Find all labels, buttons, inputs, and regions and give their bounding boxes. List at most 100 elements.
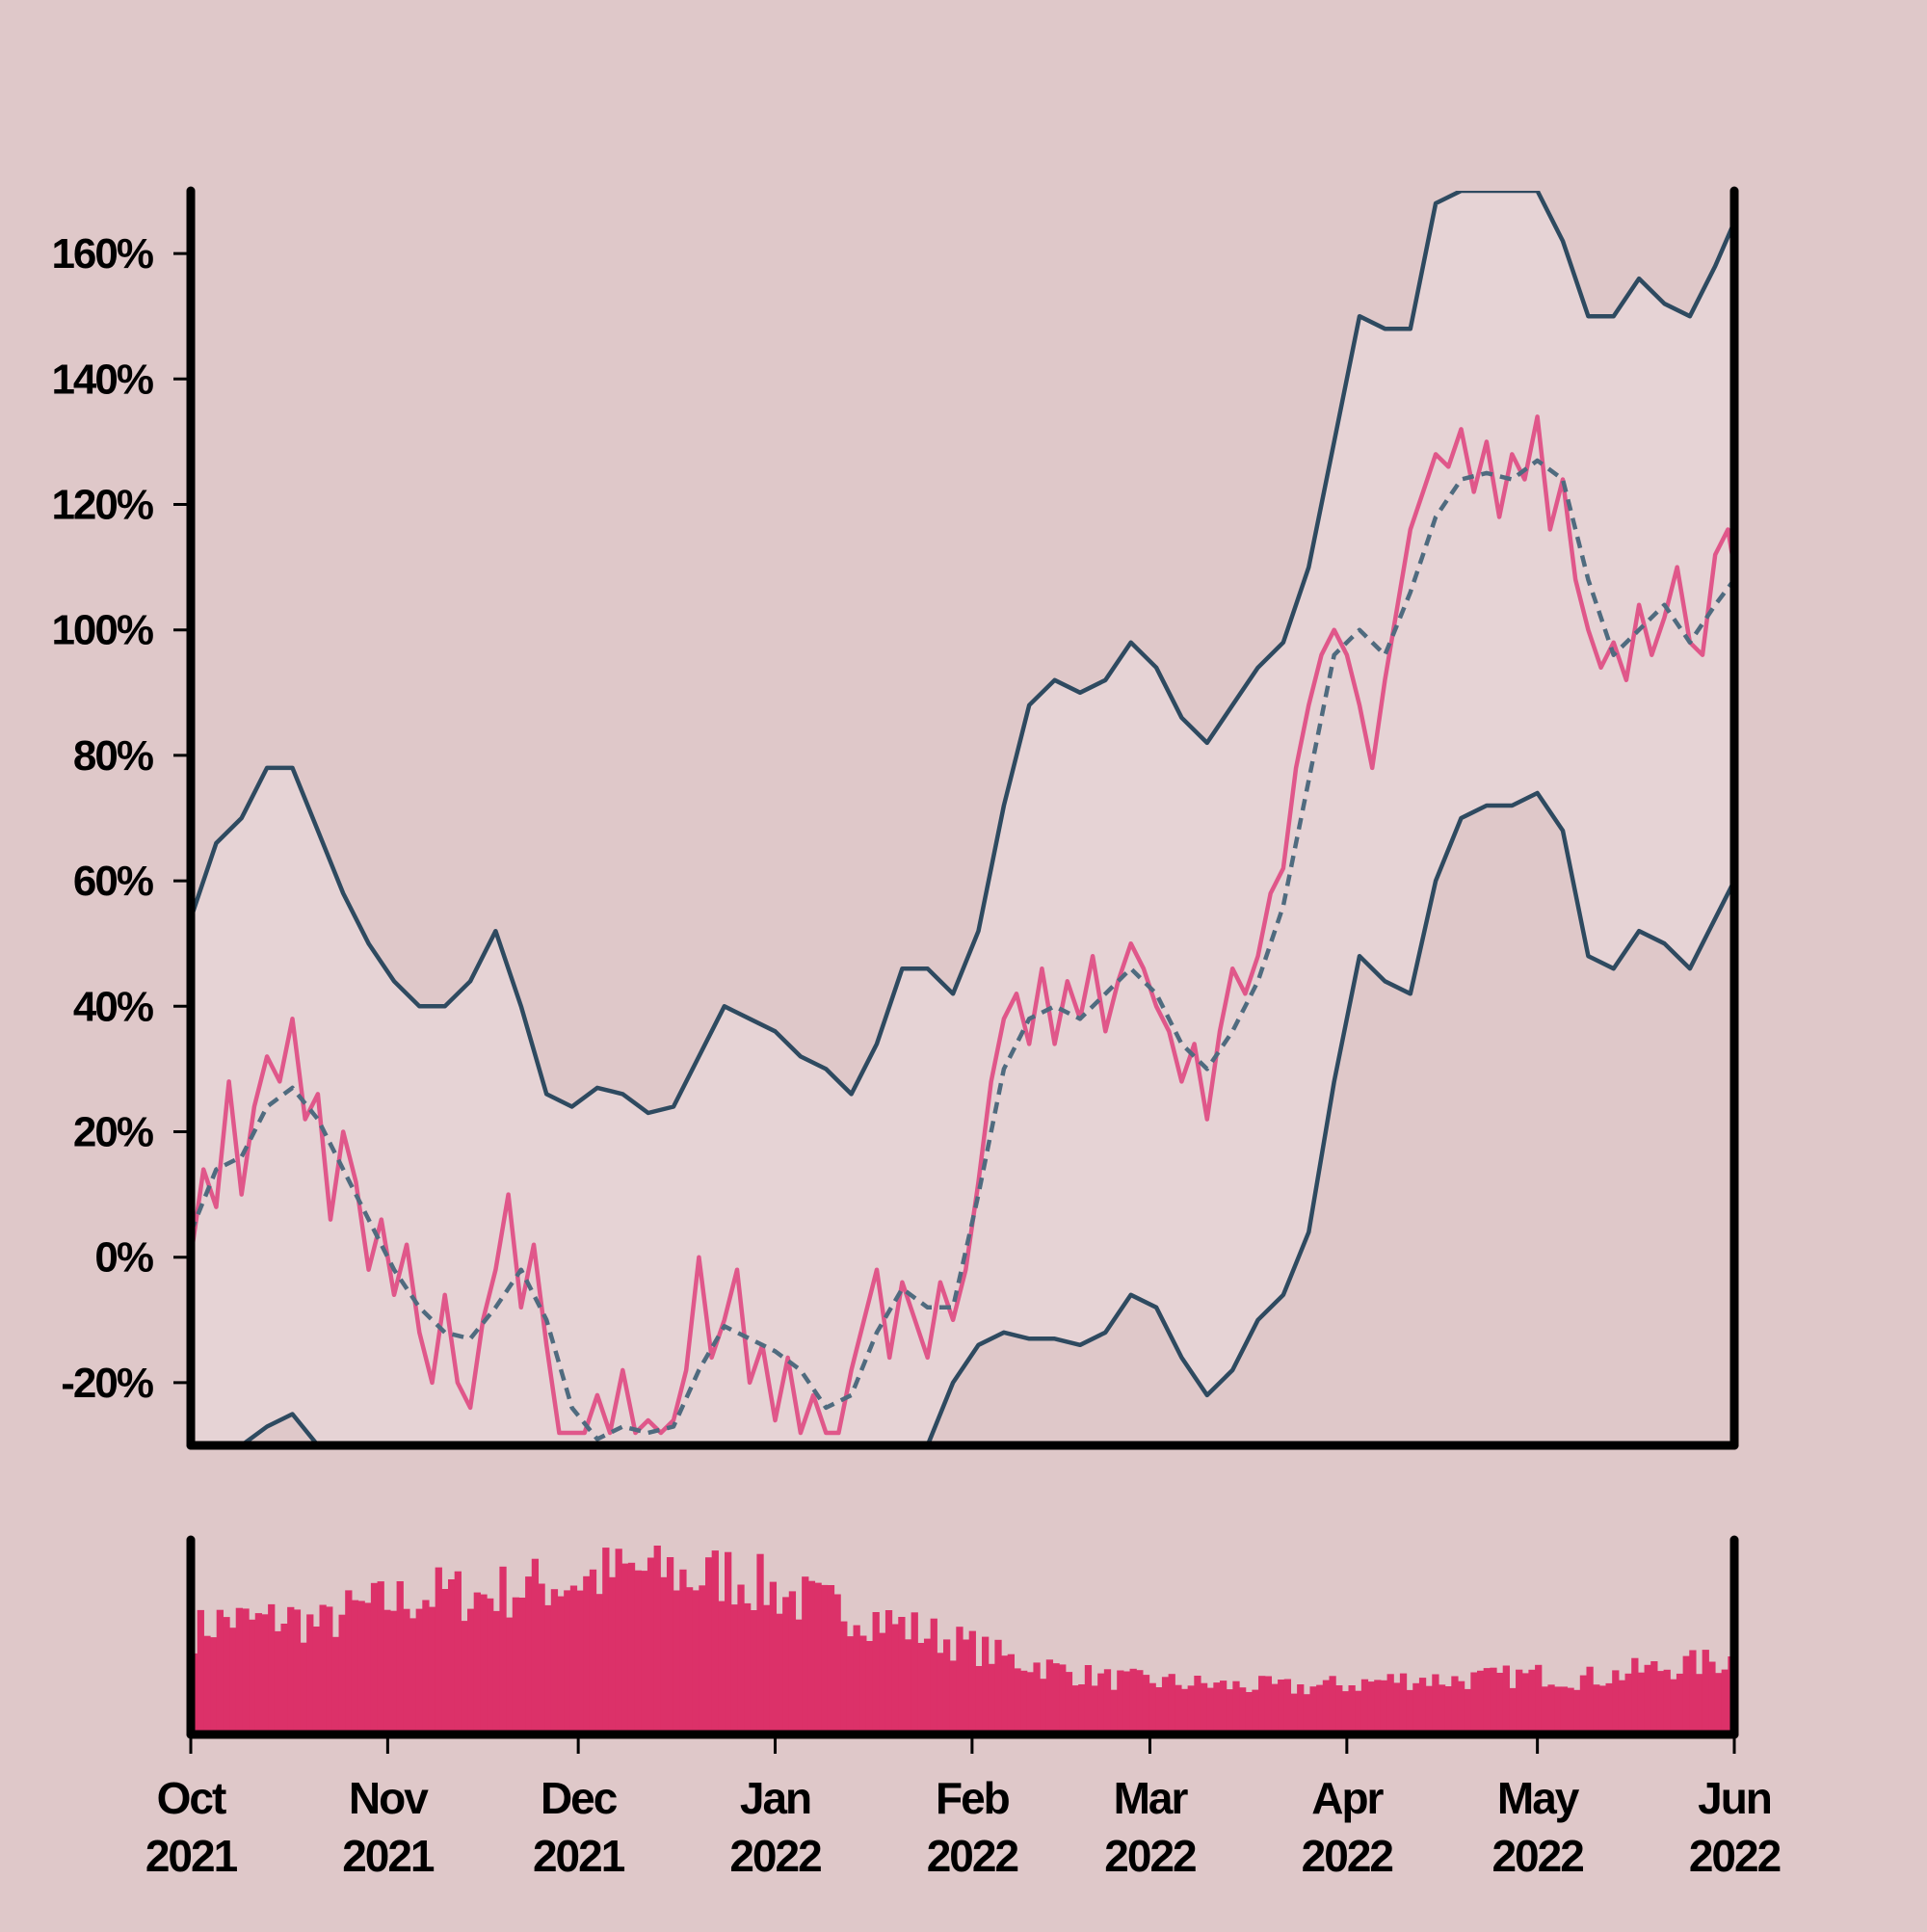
volume-bar bbox=[994, 1639, 1002, 1734]
volume-bar bbox=[859, 1635, 867, 1734]
x-tick-month: Feb bbox=[936, 1773, 1010, 1823]
volume-bar bbox=[377, 1581, 384, 1734]
volume-bar bbox=[1521, 1673, 1529, 1734]
volume-bar bbox=[1052, 1663, 1060, 1734]
volume-bar bbox=[1264, 1676, 1272, 1734]
x-tick-label: May 2022 bbox=[1491, 1773, 1583, 1881]
x-tick-month: May bbox=[1497, 1773, 1580, 1823]
volume-bar bbox=[968, 1630, 976, 1734]
moving-average-line bbox=[191, 458, 1734, 1442]
volume-bar bbox=[1554, 1686, 1562, 1734]
volume-bar bbox=[254, 1613, 263, 1734]
volume-bar bbox=[1232, 1681, 1240, 1734]
volume-bar bbox=[216, 1609, 224, 1734]
volume-bar bbox=[1329, 1676, 1336, 1734]
volume-bar bbox=[1014, 1668, 1021, 1734]
volume-bar bbox=[1303, 1694, 1311, 1734]
volume-bar bbox=[1496, 1673, 1504, 1734]
volume-bar bbox=[1438, 1684, 1446, 1734]
volume-bar bbox=[1148, 1682, 1156, 1734]
volume-bar bbox=[769, 1581, 778, 1734]
x-tick-year: 2021 bbox=[342, 1831, 435, 1881]
volume-bar bbox=[319, 1604, 327, 1734]
volume-bar bbox=[1670, 1679, 1677, 1734]
volume-bar bbox=[718, 1601, 726, 1734]
volume-bar bbox=[1676, 1673, 1684, 1734]
volume-bar bbox=[1502, 1665, 1510, 1734]
volume-bar bbox=[1122, 1671, 1131, 1734]
volume-bar bbox=[1477, 1670, 1485, 1734]
x-tick-month: Jun bbox=[1698, 1773, 1771, 1823]
volume-bar bbox=[802, 1576, 809, 1734]
volume-bar bbox=[473, 1592, 481, 1734]
volume-bar bbox=[1194, 1676, 1201, 1734]
volume-bar bbox=[223, 1617, 230, 1734]
volume-bar bbox=[389, 1610, 398, 1734]
volume-bar bbox=[1644, 1664, 1651, 1734]
volume-bar bbox=[647, 1557, 655, 1734]
volume-bar bbox=[1432, 1674, 1439, 1734]
volume-bar bbox=[988, 1663, 995, 1734]
volume-bar bbox=[1309, 1686, 1317, 1734]
volume-bar bbox=[1637, 1672, 1646, 1734]
x-tick-label: Nov 2021 bbox=[342, 1773, 435, 1881]
volume-bar bbox=[879, 1632, 886, 1734]
volume-bar bbox=[1290, 1693, 1298, 1734]
volume-bar bbox=[422, 1600, 430, 1734]
volume-bar bbox=[1618, 1680, 1626, 1734]
volume-bar bbox=[1226, 1689, 1233, 1734]
volume-bar bbox=[1278, 1680, 1285, 1734]
volume-bar bbox=[499, 1566, 507, 1734]
volume-bar bbox=[583, 1575, 591, 1734]
x-axis-labels: Oct 2021 Nov 2021 Dec 2021 Jan 2022 Feb 2022 Mar 20… bbox=[145, 1734, 1782, 1881]
volume-bar bbox=[557, 1596, 565, 1734]
volume-bar bbox=[744, 1602, 752, 1734]
x-tick-year: 2022 bbox=[1491, 1831, 1583, 1881]
volume-bar bbox=[1045, 1659, 1054, 1734]
volume-bar bbox=[1180, 1688, 1189, 1734]
volume-bar bbox=[963, 1639, 970, 1734]
volume-bar bbox=[280, 1624, 288, 1734]
volume-bar bbox=[1702, 1650, 1709, 1734]
volume-bar bbox=[827, 1585, 835, 1734]
volume-bar bbox=[982, 1636, 990, 1734]
volume-bar bbox=[782, 1597, 790, 1734]
volume-bar bbox=[730, 1604, 738, 1734]
volume-bar bbox=[1071, 1685, 1079, 1734]
volume-bar bbox=[653, 1546, 661, 1734]
volume-bar bbox=[589, 1569, 597, 1734]
price-panel: -20% 0% 20% 40% 60% 80% 100% 120% 140% 160% bbox=[51, 186, 1739, 1450]
volume-bar bbox=[1059, 1664, 1067, 1734]
volume-bar bbox=[911, 1612, 918, 1734]
volume-bar bbox=[1418, 1678, 1427, 1734]
volume-bar bbox=[300, 1642, 307, 1734]
volume-bar bbox=[1161, 1677, 1170, 1734]
volume-bar bbox=[1444, 1686, 1452, 1734]
volume-bar bbox=[370, 1582, 379, 1734]
volume-bar bbox=[788, 1591, 797, 1734]
volume-bar bbox=[197, 1609, 204, 1734]
volume-bar bbox=[673, 1590, 680, 1734]
volume-bar bbox=[1117, 1670, 1124, 1734]
y-tick-label: 40% bbox=[73, 983, 153, 1030]
volume-bar bbox=[884, 1610, 893, 1734]
volume-bar bbox=[435, 1567, 442, 1734]
volume-bar bbox=[1714, 1673, 1723, 1734]
volume-bar bbox=[634, 1570, 642, 1734]
x-tick-month: Nov bbox=[349, 1773, 429, 1823]
volume-bar bbox=[210, 1637, 218, 1734]
volume-bar bbox=[1245, 1692, 1253, 1734]
volume-bar bbox=[1663, 1669, 1671, 1734]
volume-bar bbox=[1348, 1685, 1356, 1734]
volume-bar bbox=[1206, 1687, 1214, 1734]
volume-bar bbox=[351, 1600, 359, 1734]
volume-bar bbox=[621, 1563, 629, 1734]
volume-bar bbox=[1065, 1672, 1073, 1734]
volume-bar bbox=[564, 1590, 571, 1734]
x-tick-label: Dec 2021 bbox=[533, 1773, 625, 1881]
volume-bar bbox=[1560, 1686, 1569, 1734]
volume-bar bbox=[872, 1612, 880, 1734]
volume-bar bbox=[1612, 1670, 1620, 1734]
volume-bar bbox=[403, 1608, 410, 1734]
volume-bar bbox=[467, 1608, 475, 1734]
